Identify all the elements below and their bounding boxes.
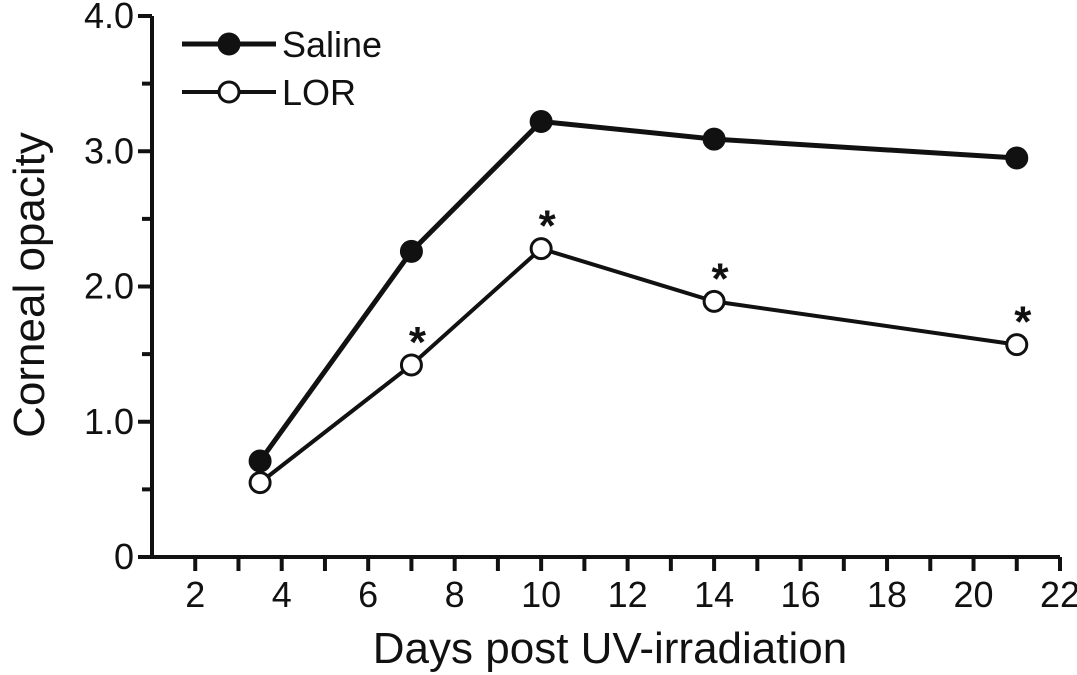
data-point (1005, 146, 1029, 170)
y-tick-label: 2.0 (84, 266, 134, 307)
data-point (702, 289, 726, 313)
x-axis-title: Days post UV-irradiation (373, 624, 847, 673)
significance-marker: * (712, 254, 730, 303)
data-point (529, 109, 553, 133)
series-lor (248, 237, 1029, 495)
x-tick-label: 16 (781, 574, 821, 615)
series (248, 109, 1029, 495)
x-tick-label: 20 (954, 574, 994, 615)
x-tick-label: 12 (608, 574, 648, 615)
data-point (399, 353, 423, 377)
x-tick-label: 10 (521, 574, 561, 615)
x-tick-label: 4 (272, 574, 292, 615)
y-tick-label: 1.0 (84, 401, 134, 442)
ticks: 0 1.0 2.0 3.0 4.0 2 4 6 8 10 12 14 16 18 20 22 (84, 0, 1077, 615)
legend-label: Saline (282, 24, 382, 65)
y-tick-label: 4.0 (84, 0, 134, 36)
data-point (399, 239, 423, 263)
legend: Saline LOR (182, 24, 382, 113)
legend-label: LOR (282, 72, 356, 113)
legend-item: Saline (182, 24, 382, 65)
legend-marker (217, 80, 241, 104)
significance-marker: * (539, 202, 557, 251)
data-point (702, 127, 726, 151)
significance-marker: * (409, 318, 427, 367)
annotations: * * * * (409, 202, 1032, 367)
legend-marker (217, 32, 241, 56)
x-tick-label: 8 (445, 574, 465, 615)
y-tick-label: 3.0 (84, 130, 134, 171)
x-tick-label: 6 (358, 574, 378, 615)
series-line (258, 246, 1018, 485)
data-point (1005, 333, 1029, 357)
series-saline (248, 109, 1029, 473)
data-point (529, 237, 553, 261)
x-tick-label: 2 (185, 574, 205, 615)
data-point (248, 471, 272, 495)
x-tick-label: 22 (1040, 574, 1077, 615)
y-axis-title: Corneal opacity (5, 132, 54, 438)
data-point (248, 449, 272, 473)
x-tick-label: 14 (694, 574, 734, 615)
legend-item: LOR (182, 72, 356, 113)
x-tick-label: 18 (867, 574, 907, 615)
y-tick-label: 0 (114, 536, 134, 577)
significance-marker: * (1014, 298, 1032, 347)
series-line (258, 118, 1017, 463)
